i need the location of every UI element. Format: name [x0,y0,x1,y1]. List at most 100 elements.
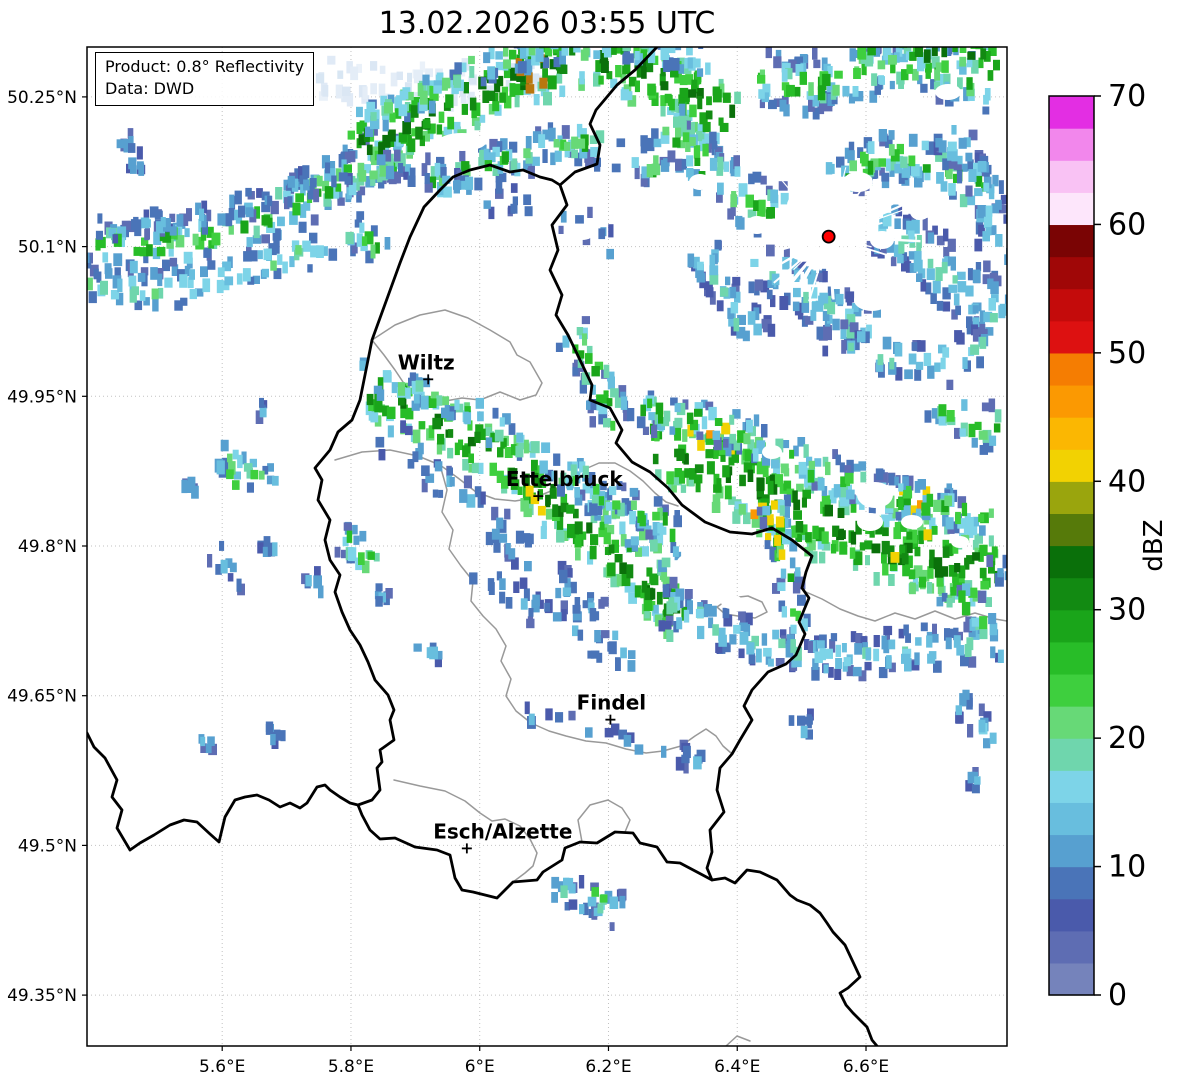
echo-cell [162,259,170,272]
echo-cell [557,505,564,517]
echo-cell [152,247,161,260]
echo-cell [189,289,197,300]
echo-cell [957,496,967,509]
echo-cell [888,662,896,673]
echo-cell [799,54,808,63]
echo-cell [612,500,621,510]
echo-cell [127,128,134,142]
echo-cell [971,783,980,794]
echo-cell [858,461,867,471]
echo-cell [865,648,871,661]
echo-cell [552,47,562,54]
echo-cell [851,303,859,312]
echo-cell [897,255,904,264]
echo-cell [756,461,765,475]
echo-cell [905,475,914,488]
echo-cell [490,432,500,443]
echo-cell [666,629,674,642]
echo-cell [614,397,624,408]
echo-cell [555,342,563,352]
echo-cell [273,268,282,280]
echo-cell [772,583,780,594]
echo-cell [997,568,1004,578]
echo-cell [877,354,884,366]
echo-cell [702,608,708,618]
echo-cell [712,430,721,440]
echo-cell [696,431,704,440]
echo-cell [560,600,568,615]
echo-cell [556,73,563,84]
echo-cell [503,59,511,69]
echo-cell [972,305,979,314]
echo-hole [473,225,495,239]
map-title: 13.02.2026 03:55 UTC [378,6,716,41]
echo-cell [405,425,413,436]
colorbar-segment [1049,898,1094,932]
echo-cell [966,555,975,565]
echo-cell [983,260,991,273]
echo-cell [731,449,739,463]
echo-cell [846,314,856,325]
echo-cell [272,475,279,486]
echo-cell [291,178,299,192]
echo-hole [569,224,595,240]
echo-cell [885,135,893,148]
echo-cell [261,268,269,278]
echo-cell [676,402,686,416]
echo-cell [817,539,824,550]
echo-cell [853,495,860,505]
echo-cell [756,440,766,454]
echo-cell [928,651,937,660]
echo-cell [879,76,885,85]
echo-cell [405,387,411,399]
echo-cell [902,648,912,658]
echo-cell [510,479,520,490]
echo-cell [948,183,956,196]
echo-cell [240,220,249,234]
echo-cell [643,597,653,612]
echo-cell [722,607,730,619]
echo-cell [665,615,674,626]
echo-cell [988,613,997,625]
echo-cell [994,275,1002,287]
echo-cell [837,508,845,518]
echo-cell [215,564,222,575]
echo-cell [607,371,615,382]
echo-cell [324,194,331,205]
echo-cell [572,604,581,614]
echo-cell [709,265,719,276]
echo-cell [971,617,980,627]
echo-cell [463,475,472,489]
echo-cell [982,231,990,242]
echo-cell [398,132,407,143]
echo-cell [647,51,656,64]
echo-cell [854,643,863,655]
echo-cell [683,609,690,623]
echo-cell [273,240,280,254]
echo-cell [593,483,600,495]
echo-cell [901,553,909,565]
echo-cell [959,428,966,437]
echo-cell [466,186,472,195]
echo-cell [634,585,642,598]
echo-cell [660,95,667,106]
echo-cell [839,462,845,473]
echo-cell [610,388,619,398]
echo-cell [384,102,393,114]
echo-cell [927,232,934,244]
echo-cell [770,189,778,204]
echo-cell [940,357,946,370]
echo-cell [454,399,460,410]
echo-cell [773,56,782,69]
echo-cell [923,352,932,366]
echo-cell [469,66,475,78]
echo-cell [916,273,923,282]
echo-cell [931,47,938,56]
echo-cell [228,461,236,475]
echo-cell [499,92,506,103]
echo-cell [844,465,852,477]
echo-cell [942,158,949,171]
echo-cell [344,176,352,185]
echo-cell [945,159,955,169]
